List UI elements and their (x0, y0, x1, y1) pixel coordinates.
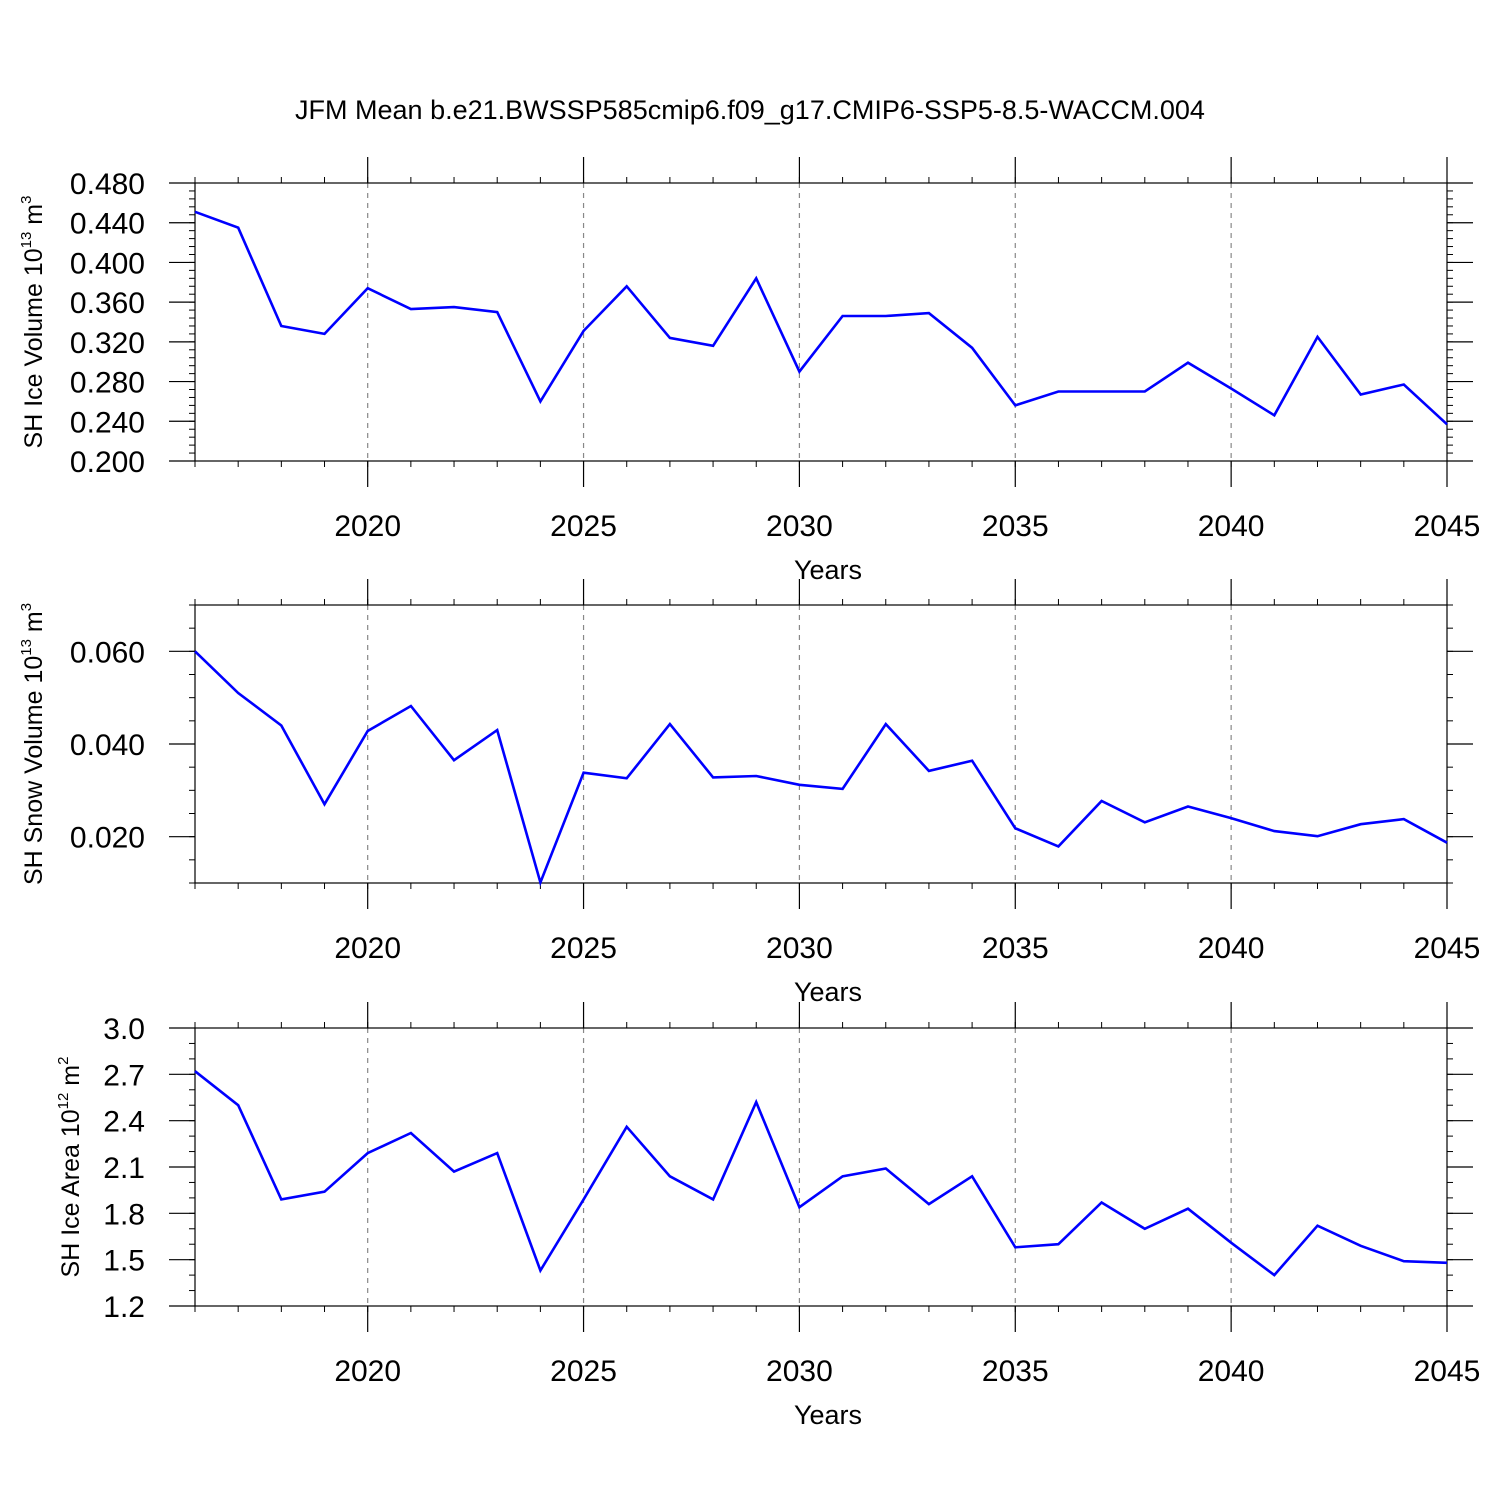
x-tick-label-2035: 2035 (982, 1355, 1049, 1388)
y-tick-label-0.040: 0.040 (70, 729, 145, 762)
y-tick-label-0.320: 0.320 (70, 327, 145, 360)
x-tick-label-2035: 2035 (982, 932, 1049, 965)
y-label-text: SH Snow Volume 10 (20, 656, 48, 885)
y-label-unit: m (20, 204, 48, 232)
series-line-sh-snow-volume (194, 650, 1448, 887)
y-label-exponent: 13 (18, 639, 35, 656)
y-tick-label-1.8: 1.8 (103, 1198, 145, 1231)
x-tick-label-2045: 2045 (1414, 510, 1481, 543)
figure-title: JFM Mean b.e21.BWSSP585cmip6.f09_g17.CMI… (295, 95, 1205, 125)
y-tick-label-0.240: 0.240 (70, 406, 145, 439)
y-label-unit: m (20, 611, 48, 639)
x-tick-label-2035: 2035 (982, 510, 1049, 543)
y-axis-label-snow-volume: SH Snow Volume 1013 m3 (18, 603, 48, 885)
panel-ice-volume: 2020 2025 2030 2035 2040 2045 0.200 0.240 0.280 0… (18, 157, 1480, 585)
y-label-unit: m (57, 1065, 85, 1093)
y-tick-label-0.360: 0.360 (70, 287, 145, 320)
series-line-sh-ice-volume (194, 210, 1448, 426)
x-tick-label-2025: 2025 (550, 510, 617, 543)
y-tick-label-0.400: 0.400 (70, 247, 145, 280)
x-tick-label-2030: 2030 (766, 1355, 833, 1388)
y-label-text: SH Ice Area 10 (57, 1109, 85, 1277)
y-tick-label-1.5: 1.5 (103, 1245, 145, 1278)
y-tick-label-0.020: 0.020 (70, 822, 145, 855)
y-axis-label-ice-volume: SH Ice Volume 1013 m3 (18, 196, 48, 449)
y-tick-label-0.440: 0.440 (70, 208, 145, 241)
x-tick-label-2045: 2045 (1414, 932, 1481, 965)
x-tick-label-2045: 2045 (1414, 1355, 1481, 1388)
panel-snow-volume: 2020 2025 2030 2035 2040 2045 0.020 0.040 0.060 Y… (18, 579, 1480, 1007)
x-tick-label-2020: 2020 (334, 510, 401, 543)
y-label-unit-exponent: 3 (18, 603, 35, 611)
x-tick-label-2025: 2025 (550, 932, 617, 965)
y-tick-label-2.7: 2.7 (103, 1059, 145, 1092)
y-tick-label-0.480: 0.480 (70, 168, 145, 201)
x-axis-label: Years (794, 555, 862, 585)
x-tick-label-2025: 2025 (550, 1355, 617, 1388)
panel-ice-area: 2020 2025 2030 2035 2040 2045 1.2 1.5 1.8 2.1 2.4 2… (55, 1002, 1480, 1430)
y-label-text: SH Ice Volume 10 (20, 248, 48, 448)
y-tick-label-2.1: 2.1 (103, 1152, 145, 1185)
y-tick-label-3.0: 3.0 (103, 1013, 145, 1046)
y-label-unit-exponent: 2 (55, 1057, 72, 1065)
y-axis-label-ice-area: SH Ice Area 1012 m2 (55, 1057, 85, 1278)
x-tick-label-2040: 2040 (1198, 1355, 1265, 1388)
x-axis-label: Years (794, 977, 862, 1007)
plot-frame (194, 604, 1448, 884)
x-tick-label-2020: 2020 (334, 1355, 401, 1388)
y-label-exponent: 12 (55, 1093, 72, 1110)
y-label-unit-exponent: 3 (18, 196, 35, 204)
y-tick-label-0.200: 0.200 (70, 446, 145, 479)
x-tick-label-2030: 2030 (766, 510, 833, 543)
y-tick-label-2.4: 2.4 (103, 1106, 145, 1139)
series-line-sh-ice-area (194, 1070, 1448, 1277)
x-tick-label-2030: 2030 (766, 932, 833, 965)
y-label-exponent: 13 (18, 232, 35, 249)
x-tick-label-2020: 2020 (334, 932, 401, 965)
y-tick-label-0.280: 0.280 (70, 367, 145, 400)
plot-frame (194, 182, 1448, 462)
y-tick-label-1.2: 1.2 (103, 1291, 145, 1324)
x-axis-label: Years (794, 1400, 862, 1430)
x-tick-label-2040: 2040 (1198, 510, 1265, 543)
y-tick-label-0.060: 0.060 (70, 636, 145, 669)
x-tick-label-2040: 2040 (1198, 932, 1265, 965)
